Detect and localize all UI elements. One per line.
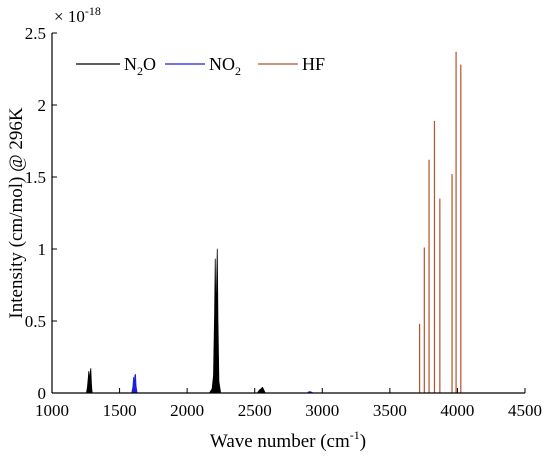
y-multiplier-base: × 10 (54, 7, 85, 26)
y-tick-label: 1.5 (25, 168, 46, 187)
y-tick-label: 2 (38, 96, 47, 115)
y-multiplier: × 10-18 (54, 4, 101, 26)
y-multiplier-exponent: -18 (85, 4, 101, 18)
legend-label-main: NO (209, 54, 235, 74)
legend-label-subscript: 2 (137, 64, 143, 78)
series-no2-band (131, 373, 314, 394)
legend-label-hf: HF (302, 54, 325, 74)
x-tick-label: 2500 (238, 401, 272, 420)
legend: N2O NO2 HF (76, 54, 325, 78)
y-tick-label: 0.5 (25, 312, 46, 331)
x-axis-label: Wave number (cm-1) (210, 428, 366, 452)
legend-label-main: N (124, 54, 137, 74)
x-axis-label-close: ) (360, 431, 366, 452)
legend-label-no2: NO2 (209, 54, 241, 78)
x-tick-label: 4500 (508, 401, 542, 420)
legend-label-n2o: N2O (124, 54, 156, 78)
plot-area (86, 51, 462, 394)
legend-label-subscript: 2 (235, 64, 241, 78)
x-tick-label: 1500 (103, 401, 137, 420)
legend-label-tail: O (143, 54, 156, 74)
y-tick-label: 2.5 (25, 24, 46, 43)
x-axis-ticks: 1000 1500 2000 2500 3000 3500 4000 4500 (35, 388, 542, 420)
legend-label-main: HF (302, 54, 325, 74)
x-tick-label: 1000 (35, 401, 69, 420)
y-axis-label: Intensity (cm/mol) @ 296K (6, 107, 27, 318)
y-tick-label: 0 (38, 384, 47, 403)
x-tick-label: 4000 (440, 401, 474, 420)
x-axis-label-sup: -1 (350, 428, 360, 442)
y-axis-ticks: 0 0.5 1 1.5 2 2.5 (25, 24, 57, 403)
x-axis-label-text: Wave number (cm (210, 431, 350, 452)
x-tick-label: 3500 (373, 401, 407, 420)
x-tick-label: 3000 (305, 401, 339, 420)
series-n2o-band (86, 248, 266, 394)
x-tick-label: 2000 (170, 401, 204, 420)
y-tick-label: 1 (38, 240, 47, 259)
